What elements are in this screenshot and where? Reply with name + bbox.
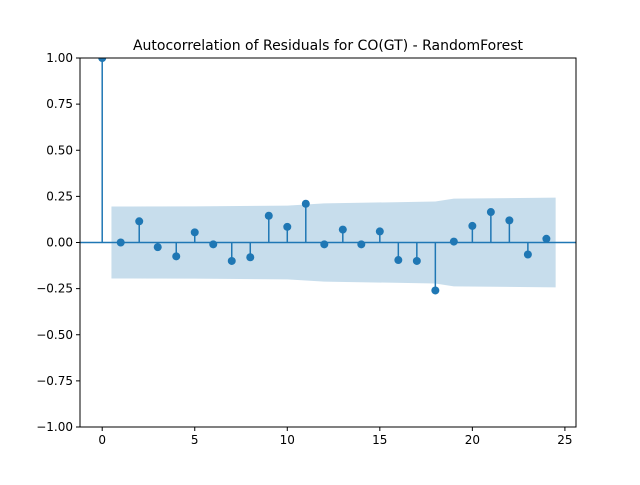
acf-marker [338, 225, 347, 234]
y-tick-label: 0.75 [46, 97, 73, 111]
plot-area [80, 58, 576, 295]
y-tick-label: −1.00 [36, 420, 73, 434]
acf-marker [394, 256, 403, 265]
x-tick-label: 5 [191, 433, 199, 447]
x-tick-label: 10 [280, 433, 295, 447]
y-tick-label: −0.75 [36, 374, 73, 388]
acf-marker [209, 240, 218, 249]
x-tick-label: 15 [372, 433, 387, 447]
acf-marker [98, 58, 107, 62]
x-tick-label: 25 [557, 433, 572, 447]
acf-marker [301, 199, 310, 208]
acf-marker [246, 253, 255, 262]
y-tick-label: 0.25 [46, 189, 73, 203]
acf-marker [412, 256, 421, 265]
x-tick-label: 0 [98, 433, 106, 447]
acf-marker [172, 252, 181, 261]
acf-marker [523, 250, 532, 259]
x-tick-label: 20 [465, 433, 480, 447]
y-tick-label: 0.00 [46, 236, 73, 250]
acf-marker [116, 238, 125, 247]
y-tick-label: −0.50 [36, 328, 73, 342]
plot-content [80, 58, 576, 295]
y-tick-label: 0.50 [46, 143, 73, 157]
acf-marker [486, 208, 495, 217]
acf-marker [227, 256, 236, 265]
acf-marker [468, 221, 477, 230]
acf-marker [449, 237, 458, 246]
y-tick-label: 1.00 [46, 51, 73, 65]
acf-marker [357, 240, 366, 249]
acf-marker [505, 216, 514, 225]
acf-marker [153, 243, 162, 252]
acf-marker [190, 228, 199, 237]
axis-ticks: 0 5 10 15 20 25 −1.00 −0.75 −0.50 −0.25 0.00 0.25 0.… [36, 51, 572, 447]
acf-marker [283, 222, 292, 231]
y-tick-label: −0.25 [36, 282, 73, 296]
acf-marker [264, 211, 273, 220]
chart-title: Autocorrelation of Residuals for CO(GT) … [133, 38, 524, 54]
acf-marker [375, 227, 384, 236]
acf-marker [431, 286, 440, 295]
acf-marker [320, 240, 329, 249]
acf-marker [542, 234, 551, 243]
acf-marker [135, 217, 144, 226]
